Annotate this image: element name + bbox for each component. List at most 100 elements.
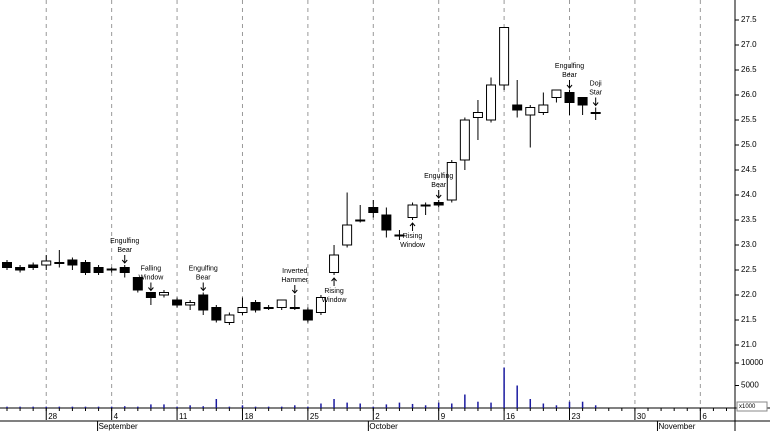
annotation-text: Rising [324,288,344,295]
y-tick-label: 27.5 [741,15,757,24]
x-tick-label: 11 [179,412,188,421]
candle-body [198,294,209,311]
annotation-arrowhead [331,277,337,282]
annotation-arrowhead [121,259,128,264]
x-tick-label: 28 [48,412,57,421]
candle-body [472,112,483,118]
x-tick-label: 23 [572,412,581,421]
candle-body [342,224,353,246]
annotation-arrowhead [409,222,416,227]
candle-body [525,107,536,116]
y-tick-label: 23.5 [741,215,757,224]
annotation-text: Inverted [282,268,307,275]
candle-body [145,292,156,298]
annotation-arrowhead [435,194,442,199]
candle-body [15,267,26,271]
annotation-arrowhead [148,287,154,292]
annotation-text: Rising [403,233,423,240]
volume-unit: x1000 [739,404,756,410]
candle-body [276,299,287,308]
annotation-text: Engulfing [189,265,218,272]
y-tick-label: 23.0 [741,240,757,249]
x-tick-label: 9 [441,412,446,421]
candle-body [67,259,78,266]
candle-body [302,309,313,321]
x-tick-label: 6 [702,412,707,421]
candle-body [394,234,405,237]
x-tick-label: 25 [310,412,319,421]
y-tick-label: 24.0 [741,190,757,199]
candle-body [355,219,366,222]
candle-body [368,207,379,213]
candle-body [564,92,575,103]
candle-body [185,302,196,306]
y-tick-label: 22.5 [741,265,757,274]
candle-body [132,277,143,291]
annotation-arrowhead [200,287,207,292]
candle-body [420,204,431,207]
x-tick-label: 30 [637,412,646,421]
annotation-arrowhead [592,102,599,107]
month-label: November [658,422,695,431]
candle-body [551,89,562,98]
annotation-text: Window [400,242,426,249]
x-tick-label: 18 [244,412,253,421]
y-tick-label: 21.0 [741,340,757,349]
candle-body [54,262,65,264]
annotation-text: Star [589,89,603,96]
candle-body [41,260,52,266]
candle-body [211,307,222,321]
candle-body [158,292,169,296]
candle-body [459,119,470,161]
annotation-text: Bear [562,72,577,79]
annotation-text: Hammer [281,277,309,284]
y-tick-label: 27.0 [741,40,757,49]
annotation-text: Doji [590,80,603,87]
volume-unit-box [736,401,768,412]
candle-body [28,264,39,268]
candle-body [263,307,274,309]
candle-body [577,97,588,106]
candle-body [289,307,300,309]
annotation-arrowhead [566,84,573,89]
candle-body [407,204,418,218]
annotation-text: Window [322,297,348,304]
volume-tick-label: 5000 [741,381,759,390]
candle-body [250,302,261,311]
candle-body [329,254,340,273]
candle-body [512,104,523,111]
y-tick-label: 22.0 [741,290,757,299]
candle-body [237,307,248,313]
candle-body [106,268,117,271]
candle-body [1,262,12,268]
candle-body [224,314,235,323]
candle-body [80,262,91,273]
annotation-text: Engulfing [424,173,453,180]
annotation-text: Bear [196,274,211,281]
candle-body [93,267,104,273]
annotation-text: Engulfing [110,238,139,245]
candle-body [315,297,326,313]
annotation-text: Engulfing [555,63,584,70]
candle-body [486,84,497,121]
y-tick-label: 25.5 [741,115,757,124]
candle-body [446,162,457,201]
x-tick-label: 2 [375,412,380,421]
y-tick-label: 21.5 [741,315,757,324]
candle-body [590,112,601,114]
candle-body [381,214,392,231]
candle-body [119,267,130,273]
annotation-text: Falling [141,265,162,272]
volume-tick-label: 10000 [741,358,764,367]
annotation-arrowhead [291,289,298,294]
y-tick-label: 25.0 [741,140,757,149]
y-tick-label: 26.0 [741,90,757,99]
annotation-text: Window [138,274,164,281]
candle-body [433,202,444,206]
candle-body [499,27,510,86]
candle-body [172,299,183,306]
y-tick-label: 24.5 [741,165,757,174]
candle-body [538,104,549,113]
month-label: October [369,422,398,431]
